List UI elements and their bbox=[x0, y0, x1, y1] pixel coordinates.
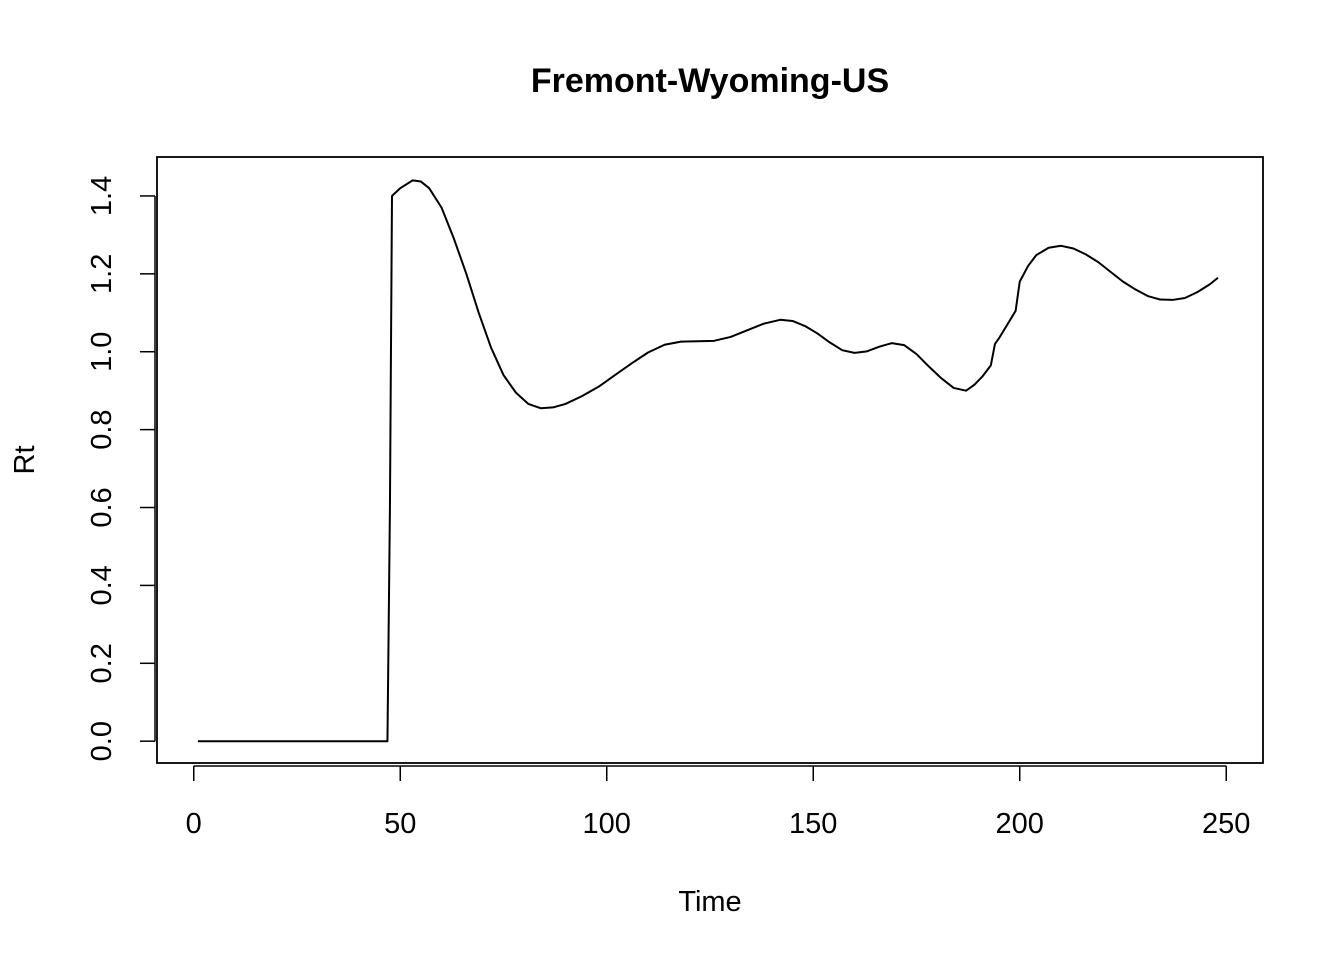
chart-title: Fremont-Wyoming-US bbox=[531, 62, 889, 100]
y-axis-label: Rt bbox=[9, 446, 41, 475]
y-tick-label: 0.6 bbox=[86, 487, 118, 527]
y-tick-label: 1.2 bbox=[86, 254, 118, 294]
x-tick-label: 200 bbox=[996, 808, 1044, 840]
x-tick-label: 0 bbox=[186, 808, 202, 840]
series-layer bbox=[197, 179, 1219, 743]
x-tick-label: 50 bbox=[384, 808, 416, 840]
y-tick-label: 0.2 bbox=[86, 643, 118, 683]
y-tick-label: 0.0 bbox=[86, 721, 118, 761]
rt-series-line bbox=[197, 179, 1219, 743]
x-tick-label: 250 bbox=[1202, 808, 1250, 840]
y-tick-label: 0.4 bbox=[86, 565, 118, 605]
y-axis: 0.0 0.2 0.4 0.6 0.8 1.0 1.2 1.4 bbox=[86, 176, 156, 761]
plot-frame bbox=[156, 156, 1264, 764]
x-tick-label: 100 bbox=[583, 808, 631, 840]
x-axis-label: Time bbox=[678, 886, 741, 918]
y-tick-label: 1.0 bbox=[86, 332, 118, 372]
y-tick-label: 1.4 bbox=[86, 176, 118, 216]
x-tick-label: 150 bbox=[789, 808, 837, 840]
x-axis: 0 50 100 150 200 250 bbox=[186, 765, 1250, 840]
y-tick-label: 0.8 bbox=[86, 409, 118, 449]
